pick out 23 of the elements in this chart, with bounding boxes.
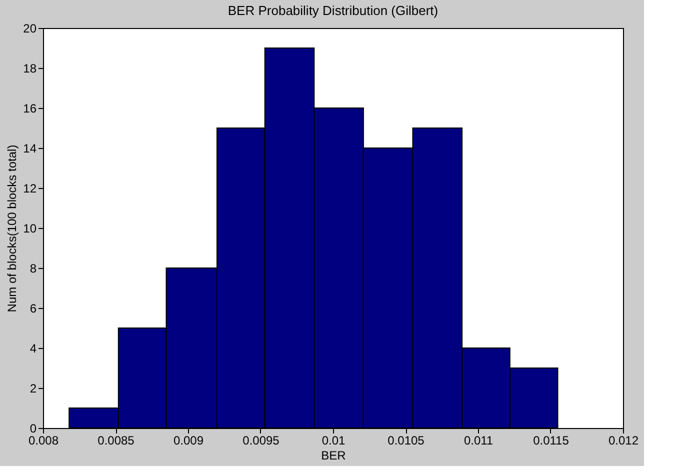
y-tick-label: 16 <box>23 102 37 116</box>
y-tick-label: 6 <box>30 302 37 316</box>
y-tick-label: 10 <box>23 222 37 236</box>
x-tick-label: 0.0085 <box>98 434 135 448</box>
y-axis-title: Num of blocks(100 blocks total) <box>5 144 20 312</box>
x-tick-label: 0.011 <box>464 434 494 448</box>
x-tick-label: 0.0105 <box>388 434 425 448</box>
x-tick-label: 0.0095 <box>242 434 280 448</box>
y-tick-label: 14 <box>23 142 37 156</box>
y-tick-label: 12 <box>23 182 37 196</box>
x-tick-label: 0.0115 <box>533 434 570 448</box>
y-tick-label: 0 <box>30 422 37 436</box>
y-tick-label: 18 <box>23 62 37 76</box>
x-tick-label: 0.01 <box>322 434 346 448</box>
x-tick-label: 0.009 <box>173 434 204 448</box>
x-tick-label: 0.012 <box>608 434 639 448</box>
x-axis-title: BER <box>321 448 346 462</box>
x-tick-label: 0.008 <box>28 434 59 448</box>
chart-title: BER Probability Distribution (Gilbert) <box>228 3 438 18</box>
y-tick-label: 2 <box>30 382 37 396</box>
y-tick-label: 20 <box>23 22 37 36</box>
y-tick-label: 4 <box>30 342 37 356</box>
y-tick-label: 8 <box>30 262 37 276</box>
